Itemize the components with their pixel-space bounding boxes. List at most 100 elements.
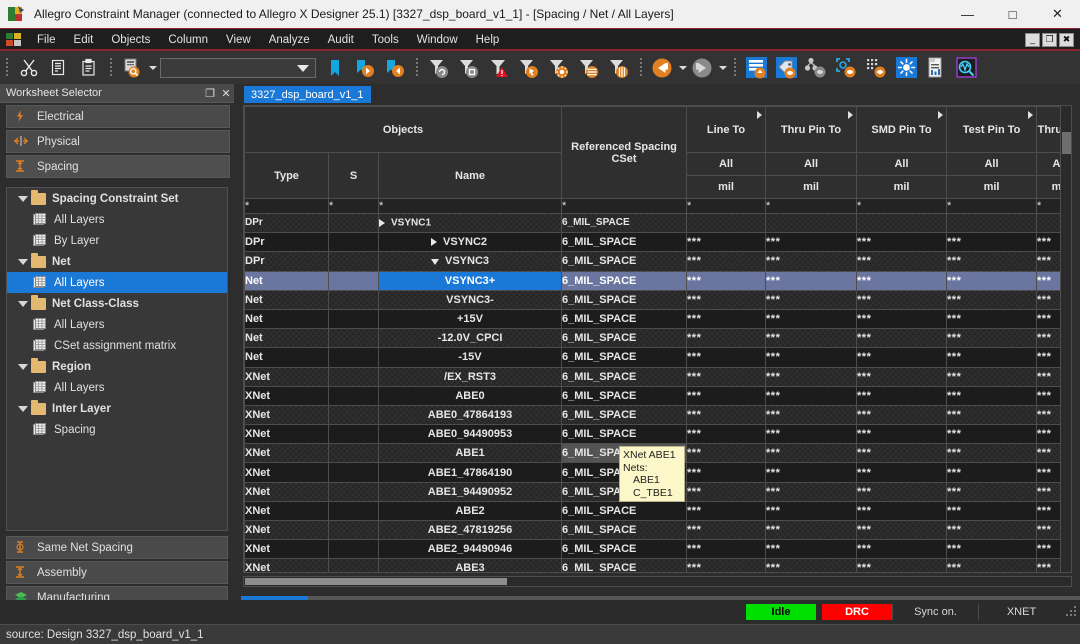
filter-select-icon[interactable] — [515, 54, 543, 82]
tree-expander[interactable] — [15, 405, 31, 412]
worksheet-category-physical[interactable]: Physical — [6, 130, 230, 153]
cell-s[interactable] — [328, 443, 379, 464]
find-dropdown-arrow-icon[interactable] — [148, 54, 158, 82]
cell-lineto[interactable]: *** — [686, 500, 767, 522]
filter-type[interactable]: * — [244, 198, 329, 214]
table-row[interactable]: DPr VSYNC1 6_MIL_SPACE — [244, 212, 1071, 234]
cell-name[interactable]: -12.0V_CPCI — [377, 328, 563, 349]
cell-s[interactable] — [328, 347, 379, 368]
horizontal-scroll-thumb[interactable] — [245, 578, 507, 585]
cell-lineto[interactable]: *** — [686, 308, 767, 330]
filter-rows-icon[interactable] — [575, 54, 603, 82]
table-row[interactable]: Net -15V 6_MIL_SPACE *** *** *** *** *** — [244, 347, 1071, 368]
table-row[interactable]: XNet ABE0_94490953 6_MIL_SPACE *** *** *** ***… — [244, 424, 1071, 445]
panel-close-icon[interactable]: ✕ — [221, 87, 231, 100]
cell-name[interactable]: ABE0_47864193 — [377, 404, 563, 426]
hierarchy-icon[interactable] — [803, 54, 831, 82]
cell-smdpin[interactable]: *** — [856, 404, 948, 426]
cell-thrupin[interactable]: *** — [765, 328, 858, 349]
undo-icon[interactable] — [649, 54, 677, 82]
filter-test-pin[interactable]: * — [946, 198, 1038, 214]
cell-testpin[interactable]: *** — [946, 328, 1038, 349]
cell-lineto[interactable]: *** — [686, 328, 767, 349]
cell-type[interactable]: Net — [244, 270, 329, 291]
column-header-smd-pin-to[interactable]: SMD Pin To — [856, 106, 948, 153]
column-menu-icon[interactable] — [848, 111, 854, 119]
cell-name[interactable]: VSYNC3+ — [377, 270, 563, 291]
cell-referenced-cset[interactable]: 6_MIL_SPACE — [561, 500, 688, 522]
filter-s[interactable]: * — [328, 198, 379, 214]
tree-expander[interactable] — [15, 363, 31, 370]
resize-grip-icon[interactable] — [1064, 604, 1080, 620]
cell-referenced-cset[interactable]: 6_MIL_SPACE — [561, 539, 688, 560]
cell-lineto[interactable]: *** — [686, 558, 767, 572]
cell-thrupin[interactable]: *** — [765, 366, 858, 387]
cell-thrupin[interactable]: *** — [765, 443, 858, 464]
cell-referenced-cset[interactable]: 6_MIL_SPACE — [561, 270, 688, 291]
table-row[interactable]: DPr VSYNC2 6_MIL_SPACE *** *** *** *** *** — [244, 232, 1071, 253]
menu-help[interactable]: Help — [475, 33, 500, 46]
cell-referenced-cset[interactable]: 6_MIL_SPACE — [561, 558, 688, 572]
cell-lineto[interactable]: *** — [686, 481, 767, 502]
cell-lineto[interactable]: *** — [686, 251, 767, 272]
cell-smdpin[interactable]: *** — [856, 462, 948, 483]
cell-smdpin[interactable]: *** — [856, 539, 948, 560]
tree-item-by-layer[interactable]: By Layer — [7, 230, 227, 251]
cell-referenced-cset[interactable]: 6_MIL_SPACE — [561, 328, 688, 349]
cell-referenced-cset[interactable]: 6_MIL_SPACE — [561, 366, 688, 387]
table-row[interactable]: XNet ABE2 6_MIL_SPACE *** *** *** *** *** — [244, 500, 1071, 522]
filter-thru-pin[interactable]: * — [765, 198, 858, 214]
cell-testpin[interactable]: *** — [946, 424, 1038, 445]
cell-smdpin[interactable]: *** — [856, 519, 948, 541]
cell-smdpin[interactable]: *** — [856, 289, 948, 310]
report-icon[interactable] — [923, 54, 951, 82]
cell-lineto[interactable]: *** — [686, 539, 767, 560]
menu-tools[interactable]: Tools — [371, 33, 399, 46]
cell-smdpin[interactable] — [856, 212, 948, 234]
menu-view[interactable]: View — [226, 33, 251, 46]
cell-type[interactable]: XNet — [244, 519, 329, 541]
cell-type[interactable]: Net — [244, 347, 329, 368]
cell-type[interactable]: XNet — [244, 404, 329, 426]
column-header-name[interactable]: Name — [377, 152, 563, 199]
window-minimize-button[interactable]: — — [961, 6, 974, 22]
bookmark-prev-icon[interactable] — [381, 54, 409, 82]
panel-restore-icon[interactable]: ❐ — [205, 87, 215, 100]
cell-lineto[interactable]: *** — [686, 270, 767, 291]
menu-edit[interactable]: Edit — [73, 33, 94, 46]
cell-type[interactable]: Net — [244, 308, 329, 330]
cell-type[interactable]: DPr — [244, 251, 329, 272]
cell-referenced-cset[interactable]: 6_MIL_SPACE — [561, 519, 688, 541]
cell-name[interactable]: -15V — [377, 347, 563, 368]
tree-expander[interactable] — [15, 258, 31, 265]
cell-s[interactable] — [328, 270, 379, 291]
chevron-down-icon[interactable] — [431, 258, 439, 265]
paste-icon[interactable] — [75, 54, 103, 82]
cell-thrupin[interactable]: *** — [765, 270, 858, 291]
tree-item-net[interactable]: Net — [7, 251, 227, 272]
cell-type[interactable]: XNet — [244, 558, 329, 572]
cell-thrupin[interactable]: *** — [765, 462, 858, 483]
table-row[interactable]: XNet ABE3 6_MIL_SPACE *** *** *** *** *** — [244, 558, 1071, 572]
table-row[interactable]: XNet/EX_RST3 6_MIL_SPACE *** *** *** *** *** — [244, 366, 1071, 387]
cell-type[interactable]: XNet — [244, 443, 329, 464]
filter-line-to[interactable]: * — [686, 198, 767, 214]
tree-item-region[interactable]: Region — [7, 356, 227, 377]
column-header-thru-pin-to[interactable]: Thru Pin To — [765, 106, 858, 153]
column-header-cset[interactable]: Referenced Spacing CSet — [561, 106, 688, 199]
cell-smdpin[interactable]: *** — [856, 328, 948, 349]
cell-s[interactable] — [328, 519, 379, 541]
cell-type[interactable]: XNet — [244, 462, 329, 483]
mdi-minimize-button[interactable]: _ — [1025, 32, 1040, 47]
filter-error-icon[interactable] — [485, 54, 513, 82]
cell-thrupin[interactable]: *** — [765, 404, 858, 426]
cell-referenced-cset[interactable]: 6_MIL_SPACE — [561, 424, 688, 445]
matrix-icon[interactable] — [863, 54, 891, 82]
tree-item-all-layers[interactable]: All Layers — [7, 377, 227, 398]
cell-lineto[interactable]: *** — [686, 289, 767, 310]
tag-icon[interactable] — [773, 54, 801, 82]
cell-type[interactable]: XNet — [244, 481, 329, 502]
column-header-line-to[interactable]: Line To — [686, 106, 767, 153]
table-row[interactable]: XNet ABE1_47864190 6_MIL_SPACE *** *** *** ***… — [244, 462, 1071, 483]
cell-lineto[interactable]: *** — [686, 366, 767, 387]
